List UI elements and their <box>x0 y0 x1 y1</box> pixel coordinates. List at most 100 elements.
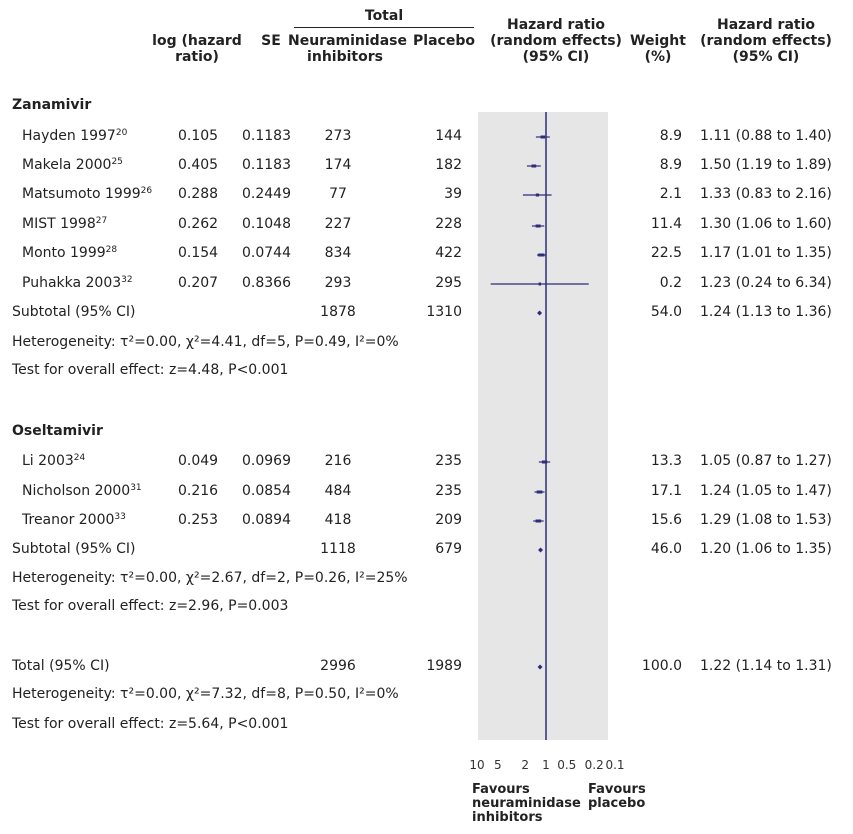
ni-value: 418 <box>324 512 352 528</box>
point-estimate <box>538 282 541 286</box>
tick-label: 10 <box>469 758 484 772</box>
total-label: Total (95% CI) <box>12 658 110 674</box>
favours-right-label: Favours placebo <box>588 782 646 811</box>
total-ci: 1.22 (1.14 to 1.31) <box>700 658 832 674</box>
overall-effect-text: Test for overall effect: z=4.48, P<0.001 <box>12 362 289 378</box>
placebo-value: 422 <box>435 245 462 261</box>
total-ni: 2996 <box>320 658 356 674</box>
total-header: Total <box>364 8 404 24</box>
se-value: 0.0894 <box>242 512 291 528</box>
summary-diamond <box>537 664 543 670</box>
plot-panel <box>478 112 608 740</box>
weight-header: Weight (%) <box>630 33 686 65</box>
total-weight: 100.0 <box>641 658 682 674</box>
total-underline <box>294 27 474 28</box>
ci-text: 1.11 (0.88 to 1.40) <box>700 128 832 144</box>
study-label: Li 200324 <box>22 453 86 469</box>
study-label: Nicholson 200031 <box>22 483 142 499</box>
subtotal-ni: 1878 <box>320 304 356 320</box>
placebo-value: 144 <box>435 128 462 144</box>
subtotal-label: Subtotal (95% CI) <box>12 304 136 320</box>
tick-label: 0.2 <box>585 758 604 772</box>
tick-label: 0.1 <box>605 758 624 772</box>
overall-effect-text: Test for overall effect: z=2.96, P=0.003 <box>12 598 289 614</box>
ni-value: 227 <box>324 216 352 232</box>
ni-value: 174 <box>324 157 352 173</box>
group-title-zanamivir: Zanamivir <box>12 97 92 113</box>
study-label: Matsumoto 199926 <box>22 186 153 202</box>
se-value: 0.1183 <box>242 128 291 144</box>
se-header: SE <box>261 33 281 49</box>
log-hr-value: 0.253 <box>178 512 219 528</box>
se-value: 0.1183 <box>242 157 291 173</box>
summary-diamond <box>537 310 543 316</box>
log-hr-header: log (hazard ratio) <box>152 33 242 65</box>
weight-value: 22.5 <box>650 245 682 261</box>
hr-random-header: Hazard ratio (random effects) (95% CI) <box>490 17 622 65</box>
point-estimate <box>541 460 548 464</box>
subtotal-placebo: 679 <box>435 541 462 557</box>
summary-diamond <box>538 547 544 553</box>
placebo-value: 295 <box>435 275 462 291</box>
subtotal-ni: 1118 <box>320 541 356 557</box>
ni-header: Neuraminidase inhibitors <box>288 33 407 65</box>
heterogeneity-text: Heterogeneity: τ²=0.00, χ²=7.32, df=8, P… <box>12 686 399 702</box>
se-value: 0.0969 <box>242 453 291 469</box>
log-hr-value: 0.105 <box>178 128 219 144</box>
tick-label: 1 <box>542 758 550 772</box>
weight-value: 15.6 <box>650 512 682 528</box>
placebo-value: 235 <box>435 453 462 469</box>
placebo-value: 182 <box>435 157 462 173</box>
ni-value: 293 <box>324 275 352 291</box>
point-estimate <box>535 193 540 197</box>
ci-text: 1.05 (0.87 to 1.27) <box>700 453 832 469</box>
subtotal-weight: 46.0 <box>650 541 682 557</box>
tick-label: 0.5 <box>557 758 576 772</box>
hr-right-header: Hazard ratio (random effects) (95% CI) <box>700 17 832 65</box>
ci-text: 1.17 (1.01 to 1.35) <box>700 245 832 261</box>
weight-value: 17.1 <box>650 483 682 499</box>
tick-label: 5 <box>494 758 502 772</box>
point-estimate <box>531 164 537 168</box>
study-label: Monto 199928 <box>22 245 118 261</box>
total-placebo: 1989 <box>426 658 462 674</box>
weight-value: 2.1 <box>659 186 682 202</box>
ci-text: 1.50 (1.19 to 1.89) <box>700 157 832 173</box>
heterogeneity-text: Heterogeneity: τ²=0.00, χ²=4.41, df=5, P… <box>12 334 399 350</box>
se-value: 0.0744 <box>242 245 291 261</box>
ci-text: 1.24 (1.05 to 1.47) <box>700 483 832 499</box>
log-hr-value: 0.216 <box>178 483 219 499</box>
log-hr-value: 0.207 <box>178 275 219 291</box>
overall-effect-text: Test for overall effect: z=5.64, P<0.001 <box>12 716 289 732</box>
ni-value: 484 <box>324 483 352 499</box>
point-estimate <box>540 135 546 139</box>
study-label: Hayden 199720 <box>22 128 128 144</box>
se-value: 0.8366 <box>242 275 291 291</box>
favours-left-label: Favours neuraminidase inhibitors <box>472 782 581 825</box>
subtotal-ci: 1.24 (1.13 to 1.36) <box>700 304 832 320</box>
weight-value: 13.3 <box>650 453 682 469</box>
subtotal-placebo: 1310 <box>426 304 462 320</box>
ci-text: 1.30 (1.06 to 1.60) <box>700 216 832 232</box>
ci-text: 1.23 (0.24 to 6.34) <box>700 275 832 291</box>
log-hr-value: 0.262 <box>178 216 219 232</box>
ni-value: 216 <box>324 453 352 469</box>
weight-value: 8.9 <box>659 157 682 173</box>
ni-value: 834 <box>324 245 352 261</box>
point-estimate <box>535 224 541 228</box>
log-hr-value: 0.154 <box>178 245 219 261</box>
subtotal-ci: 1.20 (1.06 to 1.35) <box>700 541 832 557</box>
group-title-oseltamivir: Oseltamivir <box>12 423 103 439</box>
se-value: 0.2449 <box>242 186 291 202</box>
weight-value: 11.4 <box>650 216 682 232</box>
subtotal-label: Subtotal (95% CI) <box>12 541 136 557</box>
log-hr-value: 0.405 <box>178 157 219 173</box>
se-value: 0.0854 <box>242 483 291 499</box>
point-estimate <box>535 519 542 523</box>
placebo-value: 209 <box>435 512 462 528</box>
ci-text: 1.33 (0.83 to 2.16) <box>700 186 832 202</box>
point-estimate <box>538 253 545 257</box>
study-label: Puhakka 200332 <box>22 275 133 291</box>
subtotal-weight: 54.0 <box>650 304 682 320</box>
